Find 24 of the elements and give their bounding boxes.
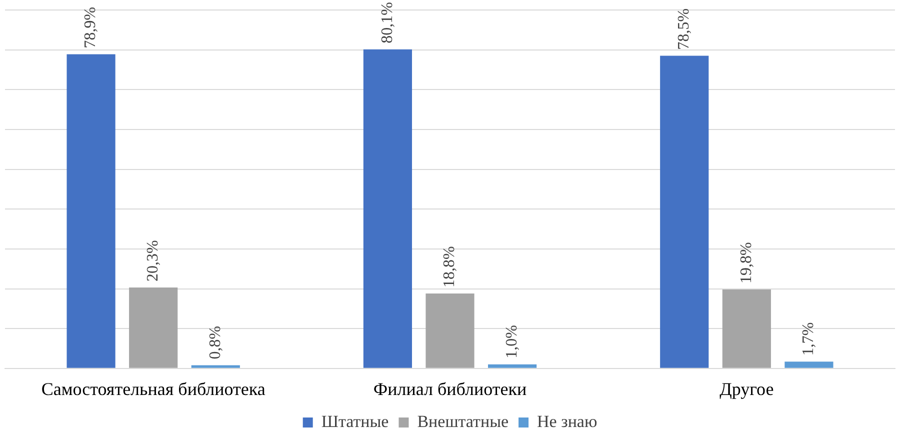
x-tick-label: Другое <box>720 378 774 399</box>
bar <box>426 294 474 368</box>
legend-label: Штатные <box>321 412 389 431</box>
legend-label: Внештатные <box>417 412 509 431</box>
legend-label: Не знаю <box>537 412 598 431</box>
data-label: 80,1% <box>378 2 396 44</box>
data-label: 78,5% <box>676 8 693 50</box>
bar <box>722 290 771 368</box>
bar <box>488 364 537 368</box>
x-tick-label: Самостоятельная библиотека <box>41 378 266 399</box>
data-label: 18,8% <box>441 246 458 288</box>
data-label: 78,9% <box>82 6 100 48</box>
bar <box>66 54 116 368</box>
x-tick-label: Филиал библиотеки <box>373 378 527 399</box>
data-label: 19,8% <box>738 242 755 284</box>
bar <box>363 49 412 368</box>
data-label: 1,0% <box>504 325 521 358</box>
bar <box>660 56 709 368</box>
data-label: 20,3% <box>144 240 162 282</box>
bar <box>784 362 834 368</box>
data-label: 1,7% <box>800 322 818 356</box>
bar <box>191 365 240 368</box>
bar <box>129 288 178 368</box>
data-label: 0,8% <box>206 326 224 360</box>
